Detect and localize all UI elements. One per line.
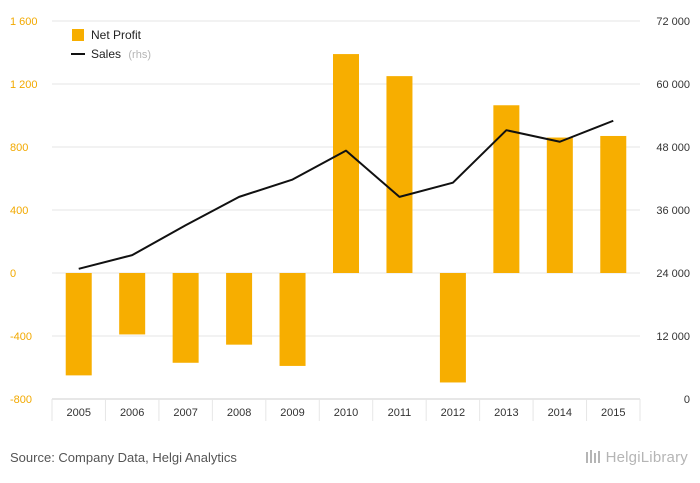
left-tick-label: 800 bbox=[10, 142, 28, 154]
net-profit-bar bbox=[439, 273, 466, 383]
left-tick-label: 400 bbox=[10, 205, 28, 217]
net-profit-bar bbox=[279, 273, 306, 366]
x-tick-label: 2011 bbox=[388, 407, 412, 419]
left-tick-label: 0 bbox=[10, 268, 16, 280]
x-tick-label: 2014 bbox=[548, 407, 572, 419]
right-tick-label: 24 000 bbox=[656, 268, 690, 280]
x-axis: 2005 2006 2007 2008 2009 2010 2011 2012 2013 2014… bbox=[51, 398, 641, 421]
legend-label-net-profit: Net Profit bbox=[91, 28, 142, 42]
net-profit-bar bbox=[600, 135, 627, 273]
net-profit-bar bbox=[226, 273, 253, 345]
sales-line bbox=[78, 119, 614, 270]
legend-sales-name: Sales bbox=[91, 47, 121, 61]
left-axis: -800 -400 0 400 800 1 200 1 600 bbox=[10, 16, 38, 406]
right-tick-label: 48 000 bbox=[656, 142, 690, 154]
net-profit-bar bbox=[333, 54, 359, 274]
net-profit-bar bbox=[172, 273, 199, 363]
right-tick-label: 36 000 bbox=[656, 205, 690, 217]
net-profit-bars bbox=[65, 54, 627, 383]
right-tick-label: 72 000 bbox=[656, 16, 690, 28]
legend-label-sales: Sales (rhs) bbox=[91, 47, 151, 61]
net-profit-bar bbox=[119, 273, 146, 335]
net-profit-bar bbox=[546, 137, 573, 273]
x-tick-label: 2015 bbox=[601, 407, 625, 419]
right-tick-label: 0 bbox=[684, 394, 690, 406]
net-profit-bar bbox=[386, 76, 413, 273]
net-profit-bar bbox=[65, 273, 92, 376]
sales-line-series bbox=[78, 119, 614, 270]
x-tick-label: 2012 bbox=[441, 407, 465, 419]
x-tick-label: 2006 bbox=[120, 407, 144, 419]
right-axis: 0 12 000 24 000 36 000 48 000 60 000 72 000 bbox=[656, 16, 690, 406]
x-tick-label: 2008 bbox=[227, 407, 251, 419]
left-tick-label: 1 600 bbox=[10, 16, 38, 28]
right-tick-label: 12 000 bbox=[656, 331, 690, 343]
legend-swatch-net-profit bbox=[72, 29, 84, 41]
brand-logo: HelgiLibrary bbox=[585, 449, 688, 466]
x-tick-label: 2013 bbox=[494, 407, 518, 419]
x-tick-label: 2007 bbox=[173, 407, 197, 419]
chart: -800 -400 0 400 800 1 200 1 600 0 12 000 24 000 3… bbox=[10, 16, 690, 421]
x-tick-label: 2005 bbox=[66, 407, 90, 419]
source-note: Source: Company Data, Helgi Analytics bbox=[10, 450, 237, 465]
net-profit-bar bbox=[493, 105, 520, 273]
brand-name: HelgiLibrary bbox=[605, 449, 688, 466]
left-tick-label: 1 200 bbox=[10, 79, 38, 91]
right-tick-label: 60 000 bbox=[656, 79, 690, 91]
left-tick-label: -400 bbox=[10, 331, 32, 343]
legend-sales-rhs: (rhs) bbox=[128, 49, 151, 61]
legend: Net Profit Sales (rhs) bbox=[71, 28, 151, 61]
left-tick-label: -800 bbox=[10, 394, 32, 406]
x-tick-label: 2009 bbox=[280, 407, 304, 419]
library-icon bbox=[585, 450, 600, 463]
x-tick-label: 2010 bbox=[334, 407, 358, 419]
